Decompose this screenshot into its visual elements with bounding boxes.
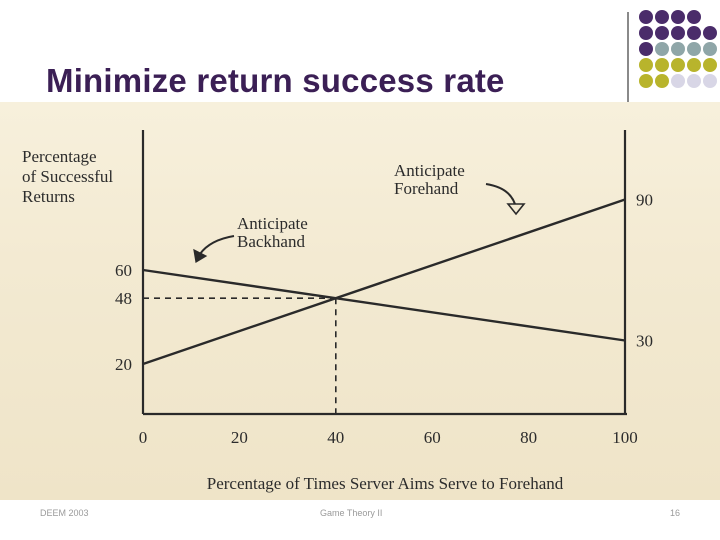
decorative-dot-grid	[639, 10, 717, 88]
annotation-backhand-arrowhead	[193, 248, 208, 263]
x-tick-label: 100	[612, 428, 638, 447]
decor-dot	[687, 74, 701, 88]
decor-dot	[671, 42, 685, 56]
y-axis-label-line: Percentage	[22, 147, 97, 166]
y-right-value-label: 30	[636, 332, 653, 351]
decor-dot	[639, 10, 653, 24]
decor-dot	[703, 26, 717, 40]
decor-dot	[671, 26, 685, 40]
decor-dot	[671, 58, 685, 72]
x-tick-label: 20	[231, 428, 248, 447]
decor-dot	[655, 26, 669, 40]
decor-dot	[703, 42, 717, 56]
title-divider-line	[627, 12, 629, 102]
annotation-backhand-arrow	[199, 235, 235, 255]
y-left-value-label: 48	[115, 289, 132, 308]
decor-dot	[639, 26, 653, 40]
decor-dot	[639, 74, 653, 88]
decor-dot	[687, 42, 701, 56]
decor-dot	[639, 58, 653, 72]
y-axis-label-line: Returns	[22, 187, 75, 206]
y-left-value-label: 20	[115, 355, 132, 374]
series-line-anticipate-backhand	[142, 268, 626, 342]
annotation-backhand-text: Anticipate	[237, 214, 308, 233]
x-axis-label: Percentage of Times Server Aims Serve to…	[207, 474, 564, 493]
decor-dot	[655, 10, 669, 24]
decor-dot	[671, 10, 685, 24]
decor-dot	[687, 58, 701, 72]
slide-number: 16	[670, 508, 681, 518]
decor-dot	[687, 10, 701, 24]
decor-dot	[655, 42, 669, 56]
decor-dot	[703, 58, 717, 72]
decor-dot	[639, 42, 653, 56]
decor-dot	[687, 26, 701, 40]
x-tick-label: 80	[520, 428, 537, 447]
annotation-forehand-text: Forehand	[394, 179, 459, 198]
annotation-forehand-text: Anticipate	[394, 161, 465, 180]
slide-title: Minimize return success rate	[46, 62, 505, 99]
decor-dot	[655, 74, 669, 88]
annotation-forehand-arrowhead	[506, 203, 526, 216]
decor-dot	[671, 74, 685, 88]
annotation-backhand-text: Backhand	[237, 232, 305, 251]
footer-center-text: Game Theory II	[320, 508, 383, 518]
x-tick-label: 0	[139, 428, 148, 447]
series-line-anticipate-forehand	[142, 198, 626, 366]
footer-left-text: DEEM 2003	[40, 508, 89, 518]
y-right-value-label: 90	[636, 191, 653, 210]
x-tick-label: 60	[424, 428, 441, 447]
y-axis-label-line: of Successful	[22, 167, 113, 186]
y-left-value-label: 60	[115, 261, 132, 280]
decor-dot	[655, 58, 669, 72]
decor-dot	[703, 74, 717, 88]
x-tick-label: 40	[327, 428, 344, 447]
